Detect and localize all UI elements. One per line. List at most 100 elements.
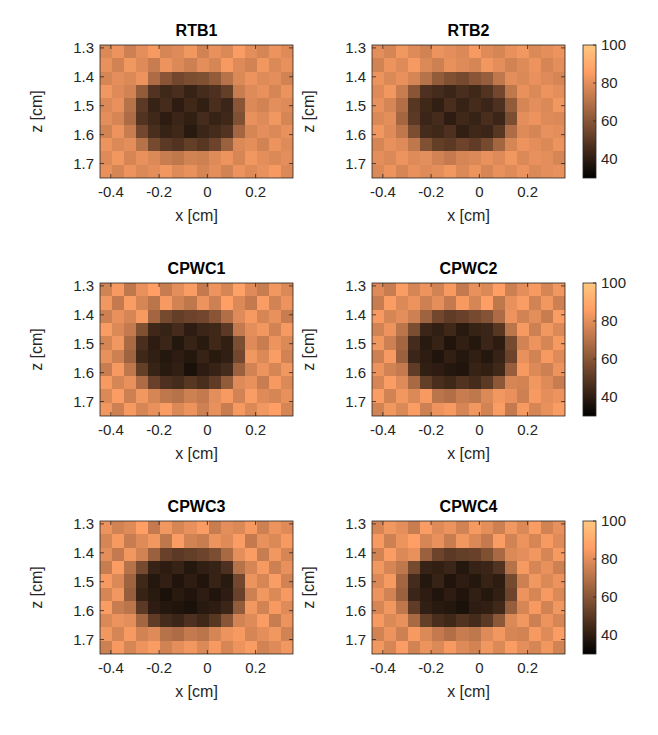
y-tick [372,610,376,611]
cell [456,574,469,588]
cell [209,310,222,324]
cell [257,283,270,297]
cell [100,112,113,126]
cell [505,283,518,297]
y-tick [289,105,293,106]
cell [372,283,385,297]
cell [269,521,282,535]
colorbar-tick-label: 100 [601,512,626,529]
y-tick-label: 1.5 [73,97,94,114]
y-tick-label: 1.7 [345,155,366,172]
colorbar-tick-label: 100 [601,36,626,53]
cell [281,534,293,548]
cell [172,614,185,628]
y-tick [289,47,293,48]
cell [396,85,409,99]
cell [100,588,113,602]
cell [172,350,185,364]
cell [184,336,197,350]
cell [136,574,149,588]
cell [269,403,282,416]
cell [517,98,530,112]
cell [112,336,125,350]
cell [197,72,210,86]
cell [493,98,506,112]
cell [396,151,409,165]
cell [124,601,137,615]
cell [257,534,270,548]
cell [408,125,421,139]
cell [112,45,125,59]
cell [444,58,457,72]
cell [396,403,409,416]
cell [100,45,113,59]
cell [221,125,234,139]
cell [100,336,113,350]
cell [444,165,457,178]
y-tick [561,610,565,611]
cell [372,85,385,99]
cell [396,72,409,86]
cell [553,296,565,310]
cell [197,376,210,390]
cell [245,112,258,126]
cell [172,165,185,178]
cell [172,627,185,641]
cell [233,389,246,403]
y-tick [372,105,376,106]
cell [372,125,385,139]
cell [184,588,197,602]
cell [269,98,282,112]
cell [245,323,258,337]
cell [505,125,518,139]
cell [100,125,113,139]
y-tick [561,372,565,373]
cell [529,310,542,324]
colorbar-tick-label: 80 [601,312,618,329]
cell [209,521,222,535]
cell [420,58,433,72]
cell [541,336,554,350]
cell [124,58,137,72]
cell [469,548,482,562]
cell [493,403,506,416]
cell [221,574,234,588]
cell [197,389,210,403]
cell [148,310,161,324]
cell [517,58,530,72]
cell [136,561,149,575]
y-tick-label: 1.4 [73,544,94,561]
cell [136,389,149,403]
cell [432,72,445,86]
cell [408,574,421,588]
cell [112,125,125,139]
cell [517,72,530,86]
cell [136,521,149,535]
cell [148,323,161,337]
cell [456,98,469,112]
cell [100,614,113,628]
title: CPWC3 [168,498,226,515]
cell [469,574,482,588]
cell [148,403,161,416]
cell [408,363,421,377]
cell [160,336,173,350]
cell [505,336,518,350]
cell [209,627,222,641]
cell [197,363,210,377]
axes-frame [100,521,293,654]
cell [172,98,185,112]
cell [136,336,149,350]
cell [541,588,554,602]
cell [408,627,421,641]
cell [100,521,113,535]
cell [172,548,185,562]
cell [469,98,482,112]
cell [408,138,421,152]
cell [372,574,385,588]
y-tick [100,343,104,344]
cell [553,389,565,403]
y-tick [289,610,293,611]
cell [281,72,293,86]
cell [432,403,445,416]
